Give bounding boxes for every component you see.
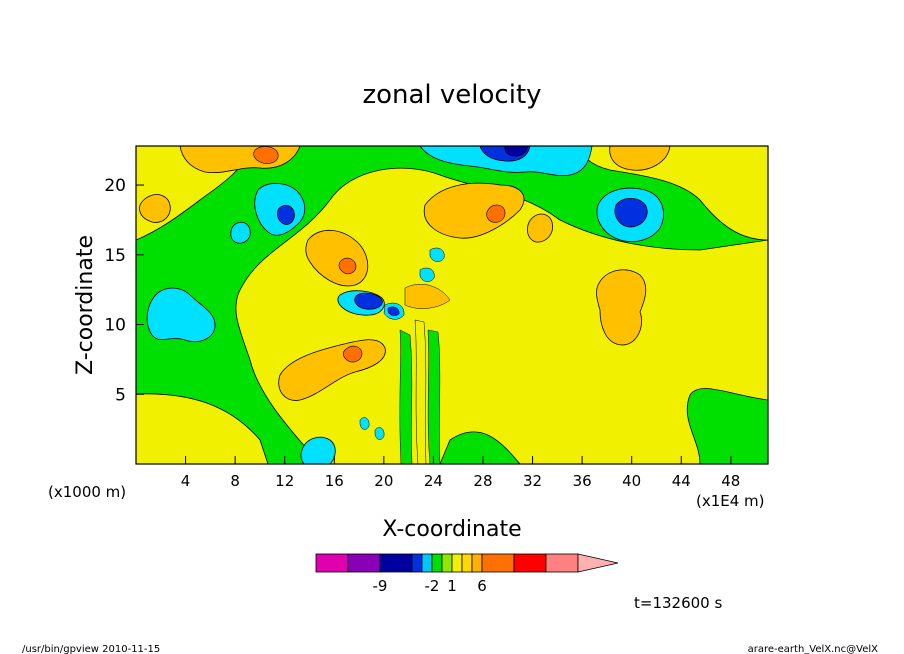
plot-frame xyxy=(135,145,769,465)
chart-title: zonal velocity xyxy=(362,80,541,110)
contour-region-cyan-left-small xyxy=(230,221,251,244)
y-tick-label: 15 xyxy=(104,246,126,266)
colorbar-label: 1 xyxy=(447,577,457,595)
contour-region-blue-upper-left xyxy=(276,204,295,225)
x-tick-label: 16 xyxy=(325,472,344,490)
colorbar-segment xyxy=(471,553,483,573)
x-scale-note: (x1E4 m) xyxy=(696,492,765,510)
colorbar-label: -9 xyxy=(373,577,388,595)
contour-stripes-center xyxy=(359,247,451,464)
contour-region-orange-right xyxy=(596,269,647,346)
contour-region-darkorange-3 xyxy=(338,257,357,275)
contour-region-central-yellow xyxy=(235,167,768,464)
contour-region-cyan-left xyxy=(146,287,216,342)
contour-region-darkorange-1 xyxy=(253,146,279,164)
colorbar-label: 6 xyxy=(477,577,487,595)
y-axis-label: Z-coordinate xyxy=(73,235,98,375)
contour-region-lower-yellow xyxy=(136,393,269,464)
x-tick-label: 24 xyxy=(424,472,443,490)
y-tick-label: 20 xyxy=(104,176,126,196)
contour-region-orange-small xyxy=(527,213,553,243)
x-axis-label: X-coordinate xyxy=(382,517,521,542)
colorbar-segment xyxy=(421,553,433,573)
x-tick-label: 12 xyxy=(275,472,294,490)
footer-right: arare-earth_VelX.nc@VelX xyxy=(748,644,879,654)
colorbar-labels: -9 -2 1 6 xyxy=(373,577,487,595)
colorbar-segment xyxy=(451,553,463,573)
contour-region-darkorange-4 xyxy=(342,345,363,363)
colorbar-segment xyxy=(431,553,443,573)
colorbar-segment xyxy=(461,553,473,573)
contour-region-blue-center xyxy=(354,292,383,310)
colorbar-segment xyxy=(379,553,413,573)
colorbar-segment xyxy=(315,553,349,573)
x-tick-label: 28 xyxy=(473,472,492,490)
x-tick-label: 40 xyxy=(622,472,641,490)
colorbar-segment xyxy=(411,553,423,573)
contour-region-orange-left xyxy=(139,194,171,223)
colorbar-segment xyxy=(545,553,579,573)
contour-region-darkblue-top xyxy=(504,146,529,157)
colorbar-segment xyxy=(347,553,381,573)
colorbar-arrow xyxy=(577,553,619,573)
y-axis: 5 10 15 20 xyxy=(104,176,144,405)
y-tick-label: 10 xyxy=(104,316,126,336)
colorbar-segment xyxy=(481,553,515,573)
contour-region-blue-right xyxy=(614,197,648,228)
y-tick-label: 5 xyxy=(115,385,126,405)
x-tick-label: 4 xyxy=(181,472,191,490)
x-tick-label: 36 xyxy=(573,472,592,490)
x-tick-label: 20 xyxy=(374,472,393,490)
plot-area xyxy=(136,146,768,464)
x-tick-label: 32 xyxy=(523,472,542,490)
colorbar-label: -2 xyxy=(425,577,440,595)
x-tick-label: 44 xyxy=(672,472,691,490)
colorbar-segment xyxy=(441,553,453,573)
contour-region-cyan-bottom xyxy=(300,436,336,464)
colorbar-segment xyxy=(513,553,547,573)
x-tick-label: 48 xyxy=(721,472,740,490)
time-label: t=132600 s xyxy=(634,594,722,612)
contour-region-orange-right-top xyxy=(609,146,671,171)
footer-left: /usr/bin/gpview 2010-11-15 xyxy=(22,644,160,654)
x-tick-label: 8 xyxy=(230,472,240,490)
x-axis: 4 8 12 16 20 24 28 32 36 40 44 48 xyxy=(181,456,740,490)
colorbar xyxy=(315,553,619,573)
x-unit-note: (x1000 m) xyxy=(48,483,126,501)
contour-region-orange-right-upper xyxy=(423,182,525,239)
contour-region-darkorange-2 xyxy=(486,204,506,223)
